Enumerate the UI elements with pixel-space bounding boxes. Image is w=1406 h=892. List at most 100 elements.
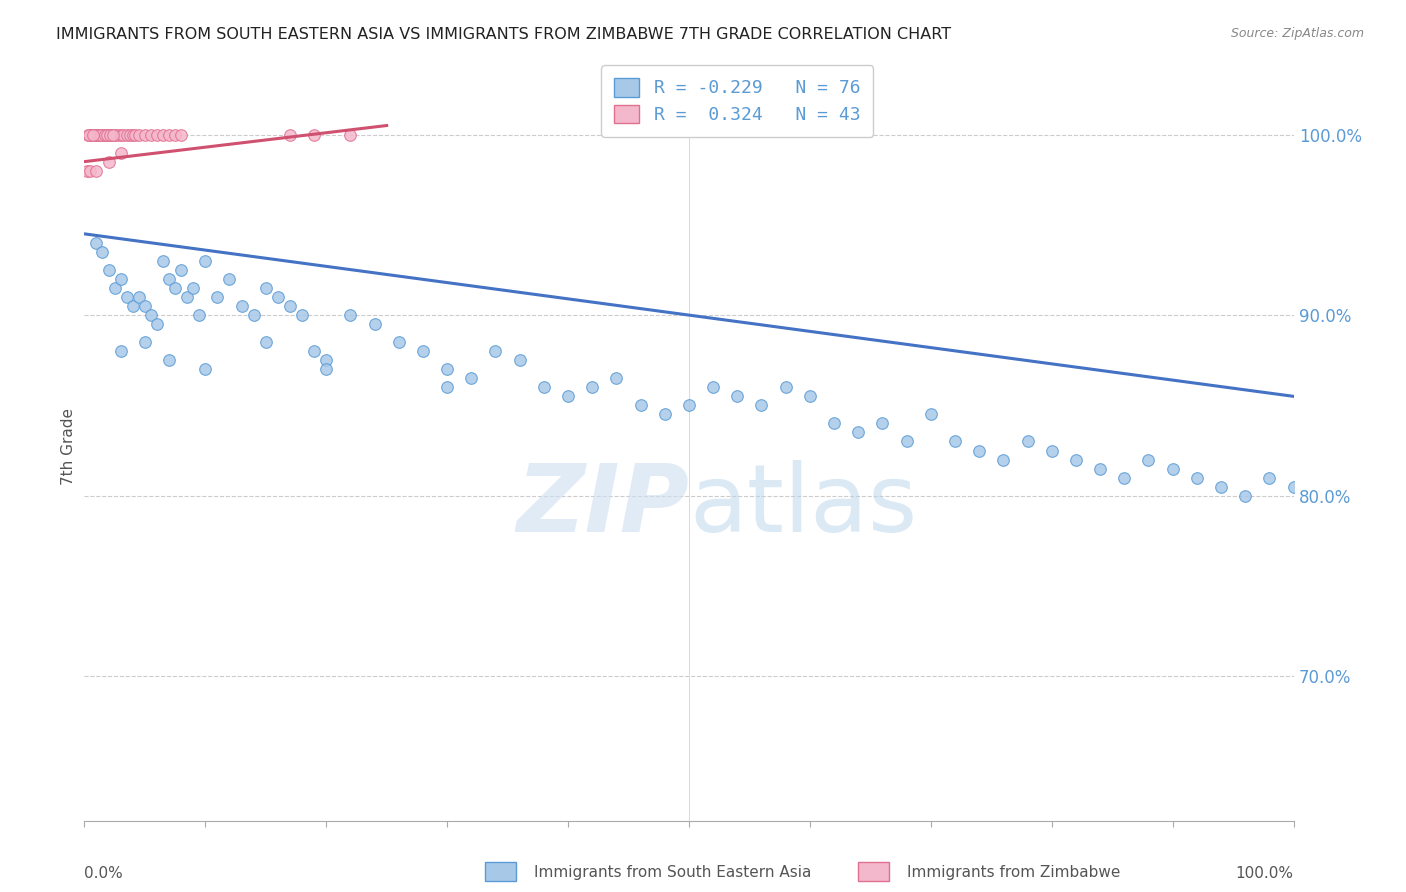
Point: [124, 128, 146, 142]
Point: [484, 344, 506, 359]
Point: [242, 308, 264, 322]
Point: [86, 128, 108, 142]
Point: [98, 128, 121, 142]
Point: [1209, 480, 1232, 494]
Point: [139, 128, 162, 142]
Point: [339, 308, 361, 322]
Point: [278, 299, 301, 313]
Point: [110, 344, 132, 359]
Legend: R = -0.229   N = 76, R =  0.324   N = 43: R = -0.229 N = 76, R = 0.324 N = 43: [602, 65, 873, 136]
Text: Immigrants from South Eastern Asia: Immigrants from South Eastern Asia: [534, 865, 811, 880]
Point: [94, 128, 117, 142]
Point: [302, 128, 325, 142]
Point: [86, 128, 108, 142]
Point: [799, 389, 821, 403]
Point: [91, 244, 114, 259]
Point: [139, 308, 162, 322]
Point: [1017, 434, 1039, 449]
Point: [112, 128, 135, 142]
Point: [83, 128, 105, 142]
Text: 100.0%: 100.0%: [1236, 866, 1294, 880]
Point: [291, 308, 314, 322]
Point: [278, 128, 301, 142]
Point: [94, 128, 117, 142]
Point: [1088, 461, 1111, 475]
Point: [1234, 489, 1257, 503]
Point: [339, 128, 361, 142]
Point: [100, 128, 122, 142]
Point: [79, 128, 101, 142]
Y-axis label: 7th Grade: 7th Grade: [60, 408, 76, 484]
Point: [128, 290, 150, 304]
Point: [157, 272, 180, 286]
Point: [97, 128, 120, 142]
Point: [846, 425, 869, 440]
Point: [194, 254, 217, 268]
Point: [152, 128, 174, 142]
Point: [146, 128, 169, 142]
Point: [630, 398, 652, 412]
Point: [115, 128, 138, 142]
Point: [775, 380, 797, 394]
Point: [121, 299, 143, 313]
Point: [302, 344, 325, 359]
Point: [97, 154, 120, 169]
Point: [157, 128, 180, 142]
Text: Immigrants from Zimbabwe: Immigrants from Zimbabwe: [907, 865, 1121, 880]
Point: [110, 128, 132, 142]
Point: [993, 452, 1015, 467]
Point: [181, 281, 204, 295]
Point: [165, 281, 187, 295]
Point: [134, 299, 156, 313]
Point: [1282, 480, 1305, 494]
Point: [110, 272, 132, 286]
Point: [1258, 470, 1281, 484]
Point: [1137, 452, 1160, 467]
Point: [702, 380, 724, 394]
Point: [254, 335, 277, 350]
Point: [87, 128, 110, 142]
Point: [388, 335, 411, 350]
Point: [121, 128, 143, 142]
Point: [91, 128, 114, 142]
Point: [1114, 470, 1136, 484]
Point: [134, 335, 156, 350]
Point: [436, 362, 458, 376]
Point: [436, 380, 458, 394]
Point: [207, 290, 229, 304]
Point: [146, 317, 169, 331]
Text: ZIP: ZIP: [516, 460, 689, 552]
Point: [1185, 470, 1208, 484]
Point: [115, 290, 138, 304]
Point: [460, 371, 482, 385]
Point: [605, 371, 627, 385]
Point: [104, 281, 127, 295]
Point: [120, 128, 142, 142]
Point: [134, 128, 156, 142]
Text: 0.0%: 0.0%: [84, 866, 124, 880]
Point: [170, 263, 193, 277]
Point: [920, 408, 942, 422]
Point: [943, 434, 966, 449]
Point: [80, 128, 103, 142]
Point: [84, 128, 107, 142]
Point: [1161, 461, 1184, 475]
Point: [107, 128, 129, 142]
Point: [872, 417, 894, 431]
Point: [654, 408, 676, 422]
Point: [363, 317, 385, 331]
Point: [315, 353, 337, 368]
Point: [751, 398, 773, 412]
Point: [128, 128, 150, 142]
Point: [176, 290, 198, 304]
Point: [315, 362, 337, 376]
Point: [581, 380, 603, 394]
Point: [103, 128, 125, 142]
Text: atlas: atlas: [689, 460, 917, 552]
Point: [152, 254, 174, 268]
Point: [194, 362, 217, 376]
Point: [533, 380, 555, 394]
Text: Source: ZipAtlas.com: Source: ZipAtlas.com: [1230, 27, 1364, 40]
Point: [1064, 452, 1087, 467]
Point: [82, 128, 104, 142]
